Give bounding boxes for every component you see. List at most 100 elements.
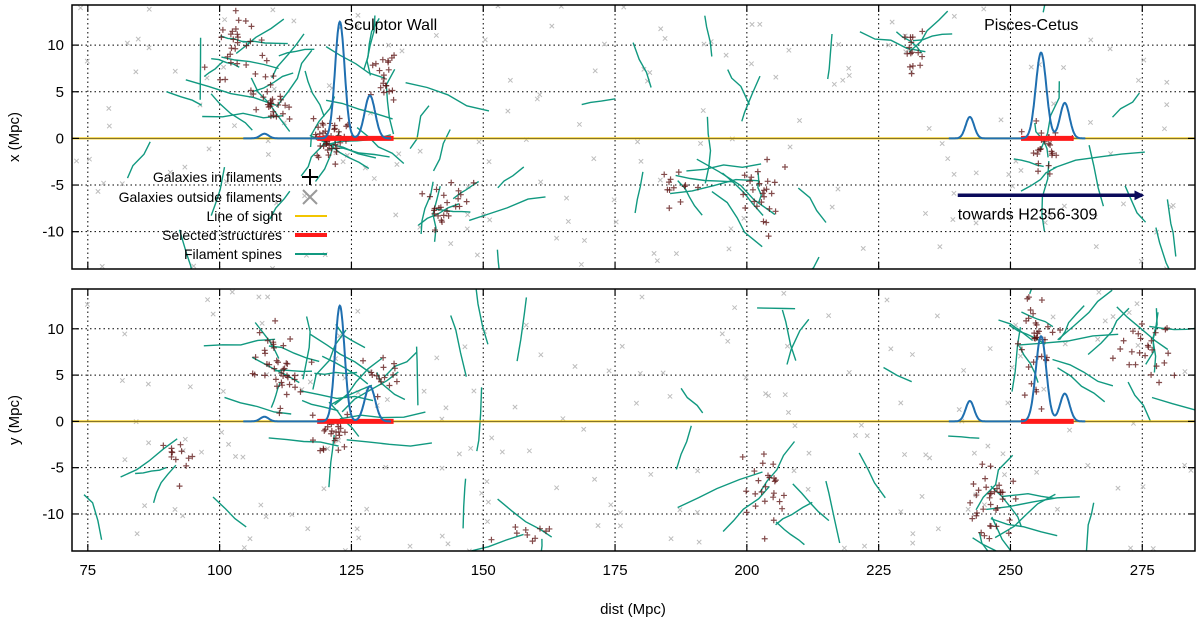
bottom-y-axis-title: y (Mpc): [6, 395, 23, 445]
galaxy-outside-marker: [534, 96, 540, 102]
galaxy-in-filament-marker: [328, 428, 335, 435]
galaxy-in-filament-marker: [488, 536, 495, 543]
top-panel: 10 5 0 -5 -10 x (Mpc) Sculptor Wall Pisces-Ce…: [6, 4, 1196, 270]
galaxy-in-filament-marker: [987, 522, 994, 529]
legend-label: Line of sight: [207, 208, 283, 224]
galaxy-in-filament-marker: [529, 538, 536, 545]
galaxy-in-filament-marker: [380, 72, 387, 79]
filament-spine: [271, 33, 305, 79]
galaxy-in-filament-marker: [284, 372, 291, 379]
galaxy-in-filament-marker: [999, 489, 1006, 496]
galaxy-in-filament-marker: [999, 496, 1006, 503]
galaxy-outside-marker: [985, 443, 991, 449]
galaxy-in-filament-marker: [993, 485, 1000, 492]
filament-spine: [675, 174, 734, 183]
galaxy-outside-marker: [934, 313, 940, 319]
galaxy-in-filament-marker: [169, 449, 176, 456]
galaxy-in-filament-marker: [1030, 150, 1037, 157]
galaxy-outside-marker: [354, 526, 360, 532]
x-axis-title: dist (Mpc): [600, 601, 666, 618]
galaxy-in-filament-marker: [431, 210, 438, 217]
galaxy-outside-marker: [538, 352, 544, 358]
galaxy-in-filament-marker: [264, 337, 271, 344]
galaxy-in-filament-marker: [747, 178, 754, 185]
legend-label: Selected structures: [162, 227, 282, 243]
galaxy-outside-marker: [1107, 46, 1113, 52]
filament-spine: [210, 166, 226, 216]
filament-spine: [1151, 396, 1195, 411]
filament-spine: [321, 355, 369, 385]
galaxy-in-filament-marker: [915, 49, 922, 56]
galaxy-in-filament-marker: [760, 451, 767, 458]
galaxy-in-filament-marker: [230, 36, 237, 43]
galaxy-outside-marker: [619, 343, 625, 349]
galaxy-outside-marker: [601, 41, 607, 47]
galaxy-in-filament-marker: [463, 198, 470, 205]
galaxy-in-filament-marker: [1045, 162, 1052, 169]
galaxy-outside-marker: [289, 512, 295, 518]
galaxy-in-filament-marker: [321, 427, 328, 434]
filament-spine: [704, 15, 713, 57]
galaxy-in-filament-marker: [360, 357, 367, 364]
galaxy-in-filament-marker: [262, 73, 269, 80]
legend: Galaxies in filaments Galaxies outside fi…: [119, 169, 327, 262]
galaxy-outside-marker: [122, 331, 128, 337]
galaxy-outside-marker: [831, 81, 837, 87]
galaxy-outside-marker: [219, 429, 225, 435]
galaxy-outside-marker: [1134, 301, 1140, 307]
filament-spine: [670, 178, 759, 195]
galaxy-in-filament-marker: [227, 31, 234, 38]
bottom-y-tick-labels: 10 5 0 -5 -10: [42, 321, 64, 523]
galaxy-in-filament-marker: [177, 441, 184, 448]
galaxy-in-filament-marker: [1135, 330, 1142, 337]
galaxy-in-filament-marker: [770, 490, 777, 497]
galaxy-in-filament-marker: [270, 112, 277, 119]
galaxy-in-filament-marker: [1152, 329, 1159, 336]
filament-spine: [516, 297, 528, 362]
galaxy-outside-marker: [861, 543, 868, 549]
filament-spine: [1087, 307, 1130, 356]
galaxy-outside-marker: [1150, 546, 1156, 551]
galaxy-in-filament-marker: [272, 317, 279, 324]
galaxy-outside-marker: [836, 41, 842, 47]
legend-label: Galaxies in filaments: [153, 169, 282, 185]
galaxy-outside-marker: [1001, 472, 1008, 478]
filament-spine: [304, 70, 325, 117]
galaxy-in-filament-marker: [419, 190, 426, 197]
galaxy-in-filament-marker: [682, 182, 689, 189]
galaxy-in-filament-marker: [234, 31, 241, 38]
galaxy-in-filament-marker: [681, 183, 688, 190]
y-tick-label: 0: [56, 130, 64, 147]
galaxy-in-filament-marker: [264, 88, 271, 95]
galaxy-in-filament-marker: [1153, 363, 1160, 370]
galaxy-in-filament-marker: [259, 52, 266, 59]
galaxy-outside-marker: [1102, 318, 1108, 324]
galaxy-in-filament-marker: [1148, 371, 1155, 378]
galaxy-outside-marker: [965, 506, 971, 512]
galaxy-in-filament-marker: [324, 146, 331, 153]
galaxy-in-filament-marker: [247, 87, 254, 94]
galaxy-outside-marker: [668, 536, 674, 542]
galaxy-in-filament-marker: [160, 442, 167, 449]
galaxy-outside-marker: [805, 486, 811, 492]
galaxy-outside-marker: [785, 409, 792, 415]
filament-spine: [581, 98, 616, 106]
galaxy-in-filament-marker: [253, 106, 260, 113]
galaxy-outside-marker: [263, 514, 269, 520]
galaxy-in-filament-marker: [1048, 148, 1055, 155]
galaxy-in-filament-marker: [268, 100, 275, 107]
galaxy-outside-marker: [852, 432, 859, 438]
galaxy-in-filament-marker: [440, 212, 447, 219]
galaxy-outside-marker: [757, 21, 763, 27]
galaxy-in-filament-marker: [385, 66, 392, 73]
galaxy-outside-marker: [1115, 485, 1121, 491]
galaxy-outside-marker: [1135, 342, 1141, 348]
galaxy-in-filament-marker: [457, 191, 464, 198]
filament-spine: [252, 72, 294, 93]
galaxy-outside-marker: [210, 311, 216, 317]
top-ticks: [72, 5, 1195, 269]
galaxy-outside-marker: [937, 244, 943, 250]
galaxy-in-filament-marker: [324, 423, 331, 430]
x-tick-label: 250: [998, 562, 1023, 579]
galaxy-in-filament-marker: [694, 184, 701, 191]
